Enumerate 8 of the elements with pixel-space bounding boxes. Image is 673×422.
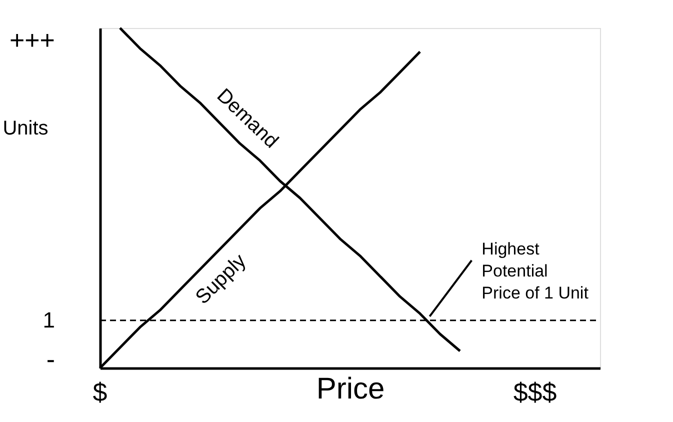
text: +++ [9,25,55,55]
annotation: Highest Potential Price of 1 Unit [482,239,589,302]
text: 1 [42,307,55,332]
text: $ [92,377,108,407]
text: $$$ [513,377,558,407]
text: - [46,344,55,374]
y-axis-title: Units [2,118,48,140]
x-axis-title: Price [316,372,385,406]
